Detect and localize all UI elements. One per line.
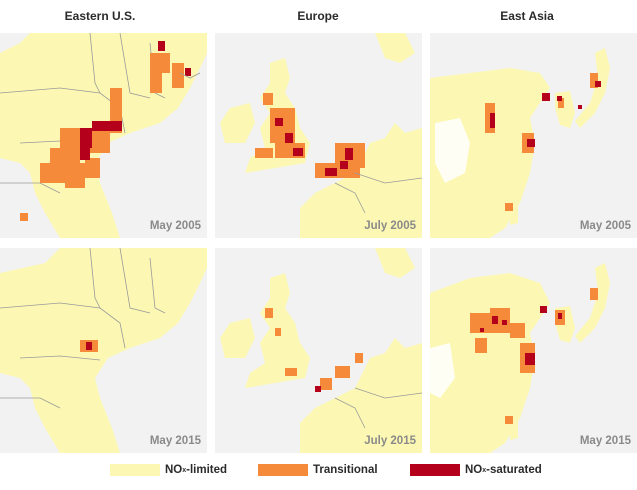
map-eastern-us-2005: May 2005 xyxy=(0,33,207,238)
map-eastern-us-2015: May 2015 xyxy=(0,248,207,453)
column-title-europe: Europe xyxy=(297,9,339,23)
date-label: July 2005 xyxy=(364,220,416,232)
legend-sub: x xyxy=(182,466,187,474)
column-title-eastern-us: Eastern U.S. xyxy=(64,9,136,23)
date-label: May 2015 xyxy=(149,435,201,447)
date-label: May 2005 xyxy=(149,220,201,232)
date-label: May 2005 xyxy=(579,220,631,232)
map-east-asia-2005: May 2005 xyxy=(430,33,637,238)
legend-sub: x xyxy=(482,466,487,474)
legend-item-saturated: NO x -saturated xyxy=(410,463,542,477)
legend-item-limited: NO x -limited xyxy=(110,463,227,477)
legend-suffix: -limited xyxy=(186,464,228,476)
legend-label: NO xyxy=(165,464,183,476)
legend-swatch-saturated xyxy=(410,464,460,476)
legend-swatch-limited xyxy=(110,464,160,476)
date-label: May 2015 xyxy=(579,435,631,447)
legend-item-transitional: Transitional xyxy=(258,463,378,477)
column-title-east-asia: East Asia xyxy=(500,9,554,23)
date-label: July 2015 xyxy=(364,435,416,447)
legend-label: NO xyxy=(465,464,483,476)
legend-label: Transitional xyxy=(313,464,378,476)
legend-swatch-transitional xyxy=(258,464,308,476)
map-europe-2015: July 2015 xyxy=(215,248,422,453)
legend-suffix: -saturated xyxy=(486,464,542,476)
map-east-asia-2015: May 2015 xyxy=(430,248,637,453)
map-europe-2005: July 2005 xyxy=(215,33,422,238)
